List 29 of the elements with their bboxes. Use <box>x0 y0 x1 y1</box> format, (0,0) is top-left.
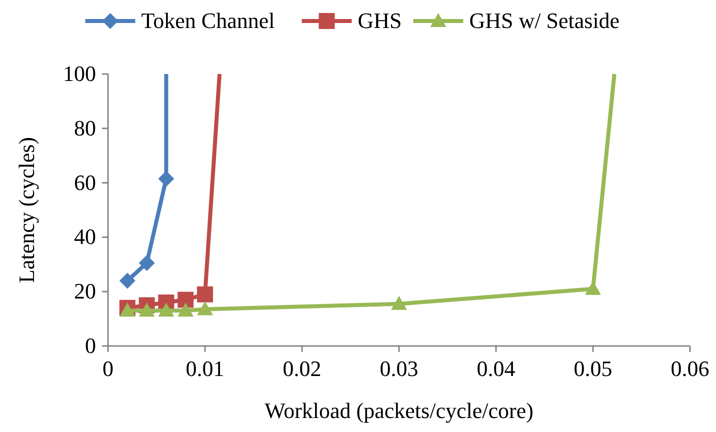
point <box>119 272 136 289</box>
y-tick-label: 80 <box>74 115 96 140</box>
y-tick-label: 40 <box>74 224 96 250</box>
y-tick-label: 20 <box>74 278 96 304</box>
x-tick-label: 0.06 <box>670 356 710 381</box>
x-tick-label: 0 <box>102 356 114 381</box>
legend-label: GHS <box>358 8 402 33</box>
point <box>197 286 213 302</box>
y-tick-label: 60 <box>74 170 96 195</box>
y-tick-label: 0 <box>85 333 96 358</box>
x-axis-title: Workload (packets/cycle/core) <box>264 398 534 423</box>
legend-label: GHS w/ Setaside <box>469 8 620 33</box>
x-tick-label: 0.05 <box>574 356 612 381</box>
legend-label: Token Channel <box>141 8 275 33</box>
point <box>158 302 174 317</box>
x-tick-label: 0.04 <box>476 356 516 381</box>
point <box>138 255 155 272</box>
x-tick-label: 0.02 <box>282 356 322 381</box>
point <box>178 302 194 317</box>
point <box>197 301 213 316</box>
point <box>138 302 155 317</box>
point <box>178 292 194 308</box>
point <box>391 296 407 310</box>
point <box>119 302 136 317</box>
y-tick-label: 100 <box>63 61 96 86</box>
x-tick-label: 0.03 <box>380 356 418 381</box>
y-axis-title: Latency (cycles) <box>14 137 39 283</box>
x-tick-label: 0.01 <box>186 356 224 381</box>
point <box>158 170 174 187</box>
